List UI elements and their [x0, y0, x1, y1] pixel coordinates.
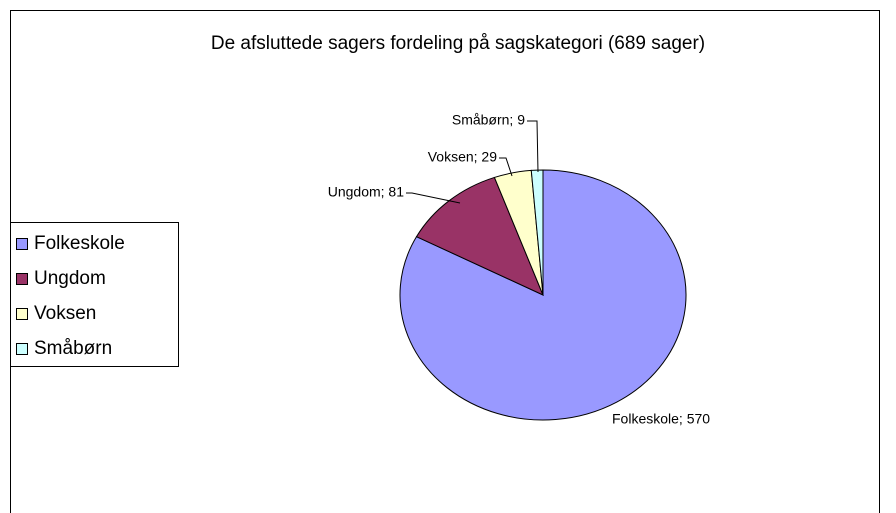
data-label: Ungdom; 81 — [328, 184, 404, 200]
pie-slice — [399, 169, 687, 421]
leader-line — [499, 157, 513, 177]
legend-box — [10, 222, 179, 367]
legend-label: Småbørn — [34, 338, 112, 359]
legend-label: Voksen — [34, 303, 96, 324]
data-label: Folkeskole; 570 — [612, 411, 710, 427]
chart-title: De afsluttede sagers fordeling på sagska… — [211, 33, 705, 54]
legend-label: Ungdom — [34, 268, 106, 289]
leader-line — [527, 120, 539, 173]
legend-swatch — [16, 308, 28, 320]
legend-label: Folkeskole — [34, 233, 125, 254]
legend-swatch — [16, 343, 28, 355]
legend-swatch — [16, 273, 28, 285]
legend-swatch — [16, 238, 28, 250]
data-label: Voksen; 29 — [428, 149, 497, 165]
data-label: Småbørn; 9 — [452, 112, 525, 128]
pie-slice — [530, 169, 544, 296]
leader-line — [406, 192, 461, 204]
